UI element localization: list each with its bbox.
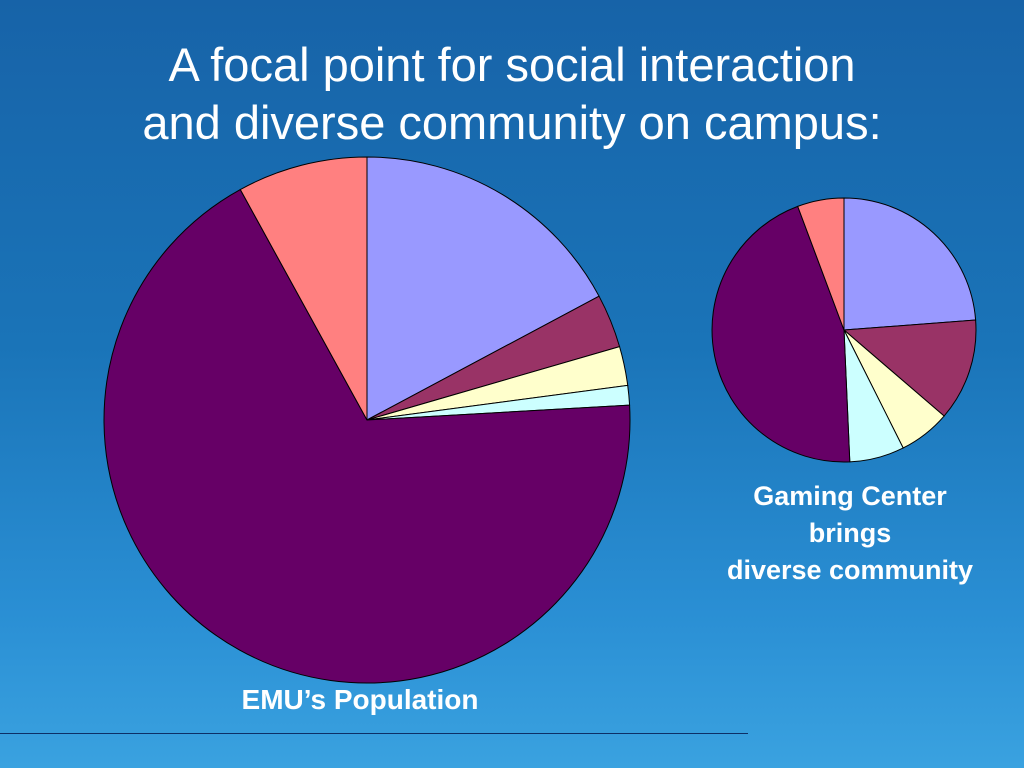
- gaming-center-label-line-1: Gaming Center: [753, 481, 947, 511]
- title-line-2: and diverse community on campus:: [142, 96, 882, 149]
- gaming-center-slice-1: [843, 197, 977, 331]
- gaming-center-slice-5: [711, 205, 851, 463]
- gaming-center-slice-2: [842, 319, 977, 417]
- emu-population-slice-1: [366, 156, 600, 421]
- slide-title: A focal point for social interaction and…: [0, 36, 1024, 152]
- emu-population-pie: [103, 156, 631, 684]
- gaming-center-label: Gaming Center brings diverse community: [680, 478, 1020, 589]
- gaming-center-slice-6: [797, 197, 845, 331]
- emu-population-slice-6: [239, 156, 368, 421]
- bottom-rule: [0, 733, 748, 734]
- gaming-center-label-line-3: diverse community: [726, 555, 974, 585]
- emu-population-label: EMU’s Population: [241, 684, 479, 715]
- gaming-center-pie: [711, 197, 977, 463]
- gaming-center-label-line-2: brings: [808, 518, 892, 548]
- emu-population-slice-5: [103, 188, 631, 684]
- title-line-1: A focal point for social interaction: [168, 38, 856, 91]
